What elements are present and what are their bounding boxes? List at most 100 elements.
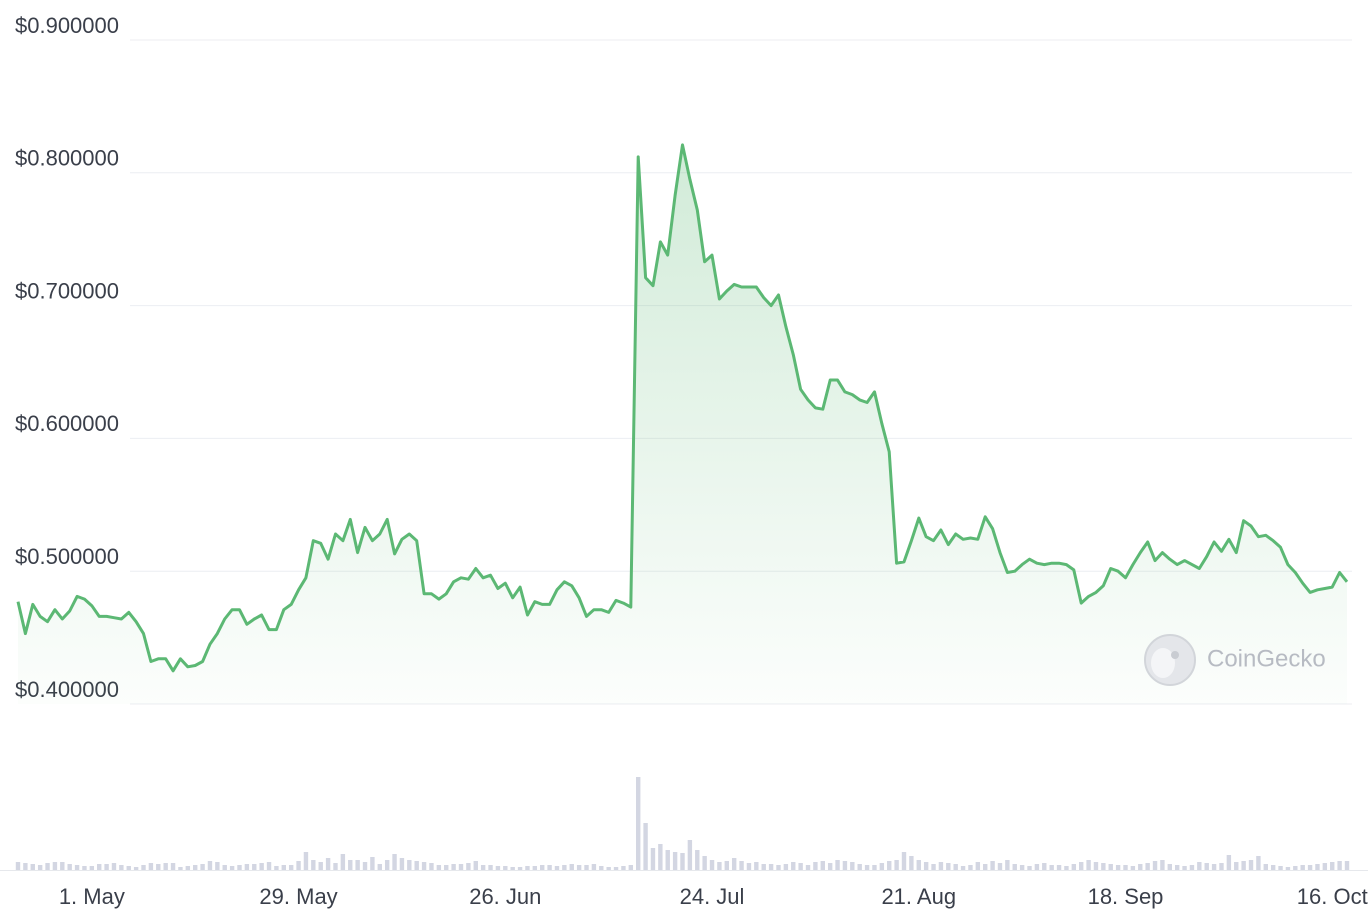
volume-bar <box>746 863 752 870</box>
volume-bar <box>953 864 958 870</box>
volume-bar <box>1049 865 1054 870</box>
volume-bar <box>399 858 405 870</box>
volume-bar <box>185 866 191 870</box>
volume-bar <box>200 864 205 870</box>
volume-bar <box>1005 860 1010 870</box>
volume-bar <box>30 864 35 870</box>
volume-bar <box>658 844 663 870</box>
volume-bar <box>798 863 803 870</box>
volume-bar <box>1219 863 1224 870</box>
volume-bar <box>1101 863 1106 870</box>
volume-bar <box>119 865 124 870</box>
y-tick-label: $0.800000 <box>15 146 119 171</box>
volume-bar <box>296 861 301 870</box>
volume-bar <box>717 862 722 870</box>
volume-bar <box>576 865 582 870</box>
volume-bar <box>997 863 1003 870</box>
x-tick-label: 21. Aug <box>881 884 956 909</box>
volume-bar <box>1270 865 1276 870</box>
x-tick-label: 24. Jul <box>680 884 745 909</box>
volume-bar <box>783 864 789 870</box>
volume-bar <box>739 861 744 870</box>
volume-bar <box>650 848 656 870</box>
volume-bar <box>1307 865 1313 870</box>
volume-bar <box>429 863 434 870</box>
volume-bar <box>503 866 508 870</box>
volume-bar <box>266 862 272 870</box>
volume-bar <box>23 863 28 870</box>
volume-bar <box>281 865 286 870</box>
volume-bar <box>215 862 220 870</box>
volume-bar <box>975 862 981 870</box>
volume-bar <box>252 864 257 870</box>
volume-bar <box>1019 865 1025 870</box>
volume-bar <box>791 862 796 870</box>
volume-bar <box>466 863 471 870</box>
volume-bar <box>946 863 951 870</box>
plot: $0.400000$0.500000$0.600000$0.700000$0.8… <box>0 13 1368 909</box>
volume-bar <box>562 865 567 870</box>
volume-bar <box>525 866 530 870</box>
volume-bar <box>702 856 707 870</box>
volume-bar <box>444 865 449 870</box>
volume-bar <box>1226 855 1232 870</box>
x-tick-label: 29. May <box>259 884 337 909</box>
volume-bar <box>193 865 198 870</box>
volume-bar <box>510 867 515 870</box>
volume-bar <box>835 860 840 870</box>
volume-bar <box>1012 864 1017 870</box>
volume-bar <box>1123 865 1128 870</box>
volume-bar <box>133 867 139 870</box>
volume-bar <box>1108 864 1113 870</box>
volume-bar <box>599 866 604 870</box>
volume-bar <box>1182 866 1187 870</box>
volume-bar <box>1241 861 1246 870</box>
volume-bar <box>695 850 700 870</box>
watermark: CoinGecko <box>1144 634 1326 686</box>
volume-bar <box>1138 864 1143 870</box>
volume-bar <box>82 866 87 870</box>
volume-bar <box>916 860 921 870</box>
volume-bar <box>104 864 109 870</box>
volume-bar <box>207 861 213 870</box>
volume-bar <box>687 840 693 870</box>
volume-bar <box>1330 862 1335 870</box>
volume-bar <box>540 865 545 870</box>
volume-bar <box>325 858 331 870</box>
volume-bar <box>67 864 72 870</box>
volume-bar <box>362 862 368 870</box>
volume-bar <box>1093 862 1099 870</box>
volume-bar <box>348 860 353 870</box>
volume-bar <box>407 860 412 870</box>
volume-bar <box>384 860 390 870</box>
volume-bar <box>1130 866 1136 870</box>
volume-bar <box>458 864 464 870</box>
volume-bar <box>554 866 560 870</box>
volume-bar <box>1042 863 1047 870</box>
volume-bar <box>636 777 641 870</box>
volume-bar <box>1056 865 1062 870</box>
x-tick-label: 16. Oct <box>1297 884 1368 909</box>
volume-bar <box>451 864 456 870</box>
volume-bar <box>1160 860 1165 870</box>
volume-bar <box>887 861 892 870</box>
volume-bar <box>960 866 966 870</box>
volume-bar <box>52 862 58 870</box>
volume-bar <box>613 867 619 870</box>
volume-bar <box>222 865 227 870</box>
watermark-logo-eye <box>1171 651 1179 659</box>
volume-bar <box>495 866 501 870</box>
volume-bar <box>813 862 818 870</box>
volume-bar <box>1300 865 1305 870</box>
volume-bar <box>414 861 419 870</box>
volume-bar <box>864 865 870 870</box>
volume-bar <box>421 862 427 870</box>
volume-bar <box>827 863 833 870</box>
volume-bar <box>148 863 154 870</box>
volume-bar <box>141 865 146 870</box>
volume-bar <box>532 866 538 870</box>
volume-bar <box>1027 866 1032 870</box>
volume-bar <box>938 862 944 870</box>
volume-bar <box>1256 856 1261 870</box>
volume-bar <box>303 852 309 870</box>
